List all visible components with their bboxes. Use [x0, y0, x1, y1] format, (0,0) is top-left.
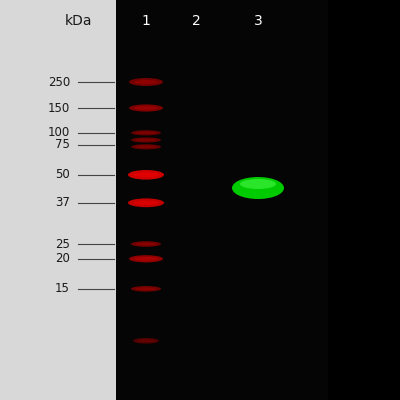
Text: 37: 37 [55, 196, 70, 209]
Ellipse shape [137, 339, 155, 342]
Text: 15: 15 [55, 282, 70, 295]
Ellipse shape [131, 241, 161, 247]
Text: 3: 3 [254, 14, 262, 28]
Text: kDa: kDa [64, 14, 92, 28]
Ellipse shape [131, 137, 161, 143]
Ellipse shape [129, 78, 163, 86]
Text: 2: 2 [192, 14, 200, 28]
Ellipse shape [128, 170, 164, 180]
Text: 75: 75 [55, 138, 70, 151]
Ellipse shape [136, 242, 156, 245]
Ellipse shape [131, 286, 161, 292]
Ellipse shape [128, 198, 164, 207]
Ellipse shape [134, 172, 159, 177]
Ellipse shape [136, 287, 156, 290]
Ellipse shape [232, 177, 284, 199]
Ellipse shape [136, 132, 156, 134]
Ellipse shape [133, 338, 159, 344]
Text: 1: 1 [142, 14, 150, 28]
Text: 250: 250 [48, 76, 70, 88]
Ellipse shape [136, 146, 156, 148]
Bar [0, 0, 116, 400]
Ellipse shape [134, 257, 158, 261]
Bar [116, 0, 328, 400]
Ellipse shape [131, 130, 161, 135]
Ellipse shape [134, 106, 158, 110]
Ellipse shape [129, 104, 163, 112]
Text: 50: 50 [55, 168, 70, 181]
Ellipse shape [136, 139, 156, 141]
Ellipse shape [131, 144, 161, 150]
Text: 25: 25 [55, 238, 70, 250]
Text: 150: 150 [48, 102, 70, 114]
Text: 100: 100 [48, 126, 70, 139]
Ellipse shape [240, 179, 276, 189]
Text: 20: 20 [55, 252, 70, 265]
Ellipse shape [129, 255, 163, 262]
Ellipse shape [134, 201, 159, 205]
Ellipse shape [134, 80, 158, 84]
